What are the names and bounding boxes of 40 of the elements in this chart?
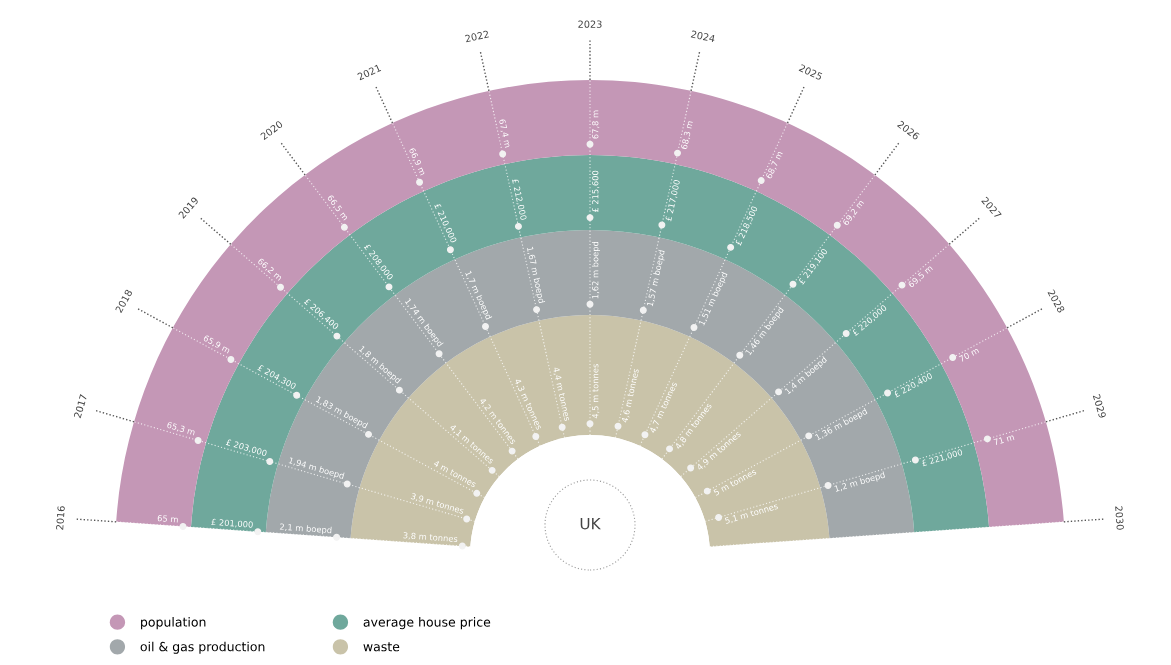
category-label: 2022 <box>464 30 489 43</box>
data-label: 68,7 m <box>765 150 784 180</box>
data-label: 2,1 m boepd <box>279 523 332 535</box>
data-label: £ 201,000 <box>211 518 253 529</box>
category-label: 2021 <box>357 64 382 81</box>
data-label: 66,9 m <box>408 147 427 176</box>
category-label: 2016 <box>55 505 65 530</box>
legend-label: waste <box>363 642 400 652</box>
data-label: 1,67 m boepd <box>525 246 546 304</box>
data-label: 4,6 m tonnes <box>621 368 640 424</box>
data-label: 65,9 m <box>202 334 231 355</box>
data-label: 70 m <box>958 347 980 363</box>
data-label: 4,5 m tonnes <box>592 364 600 419</box>
data-label: £ 215,600 <box>592 170 600 213</box>
legend-label: oil & gas production <box>140 641 265 654</box>
data-label: 1,57 m boepd <box>646 249 667 307</box>
category-label: 2029 <box>1092 393 1107 419</box>
category-label: 2024 <box>690 30 716 43</box>
data-label: £ 212,000 <box>511 178 527 221</box>
text: UK <box>580 518 601 530</box>
legend-label: average house price <box>363 617 491 630</box>
data-label: 65,3 m <box>166 421 196 437</box>
data-label: 4,4 m tonnes <box>552 366 571 422</box>
data-label: 3,8 m tonnes <box>403 532 458 543</box>
data-label: 5,1 m tonnes <box>724 502 779 525</box>
data-label: 67,4 m <box>498 118 512 148</box>
data-label: £ 217,000 <box>665 179 681 222</box>
data-label: 1,2 m boepd <box>834 471 886 494</box>
category-label: 2023 <box>578 20 602 28</box>
category-label: 2025 <box>798 64 823 81</box>
data-label: 71 m <box>993 433 1015 446</box>
data-label: 65 m <box>157 514 178 523</box>
data-label: 3,9 m tonnes <box>410 492 465 515</box>
category-label: 2030 <box>1115 506 1125 530</box>
data-label: 68,3 m <box>680 120 694 150</box>
legend-label: population <box>141 617 206 630</box>
data-label: 1,94 m boepd <box>288 457 345 481</box>
category-label: 2017 <box>73 394 88 419</box>
data-label: 67,8 m <box>592 110 600 139</box>
data-label: 1,62 m boepd <box>591 241 601 299</box>
